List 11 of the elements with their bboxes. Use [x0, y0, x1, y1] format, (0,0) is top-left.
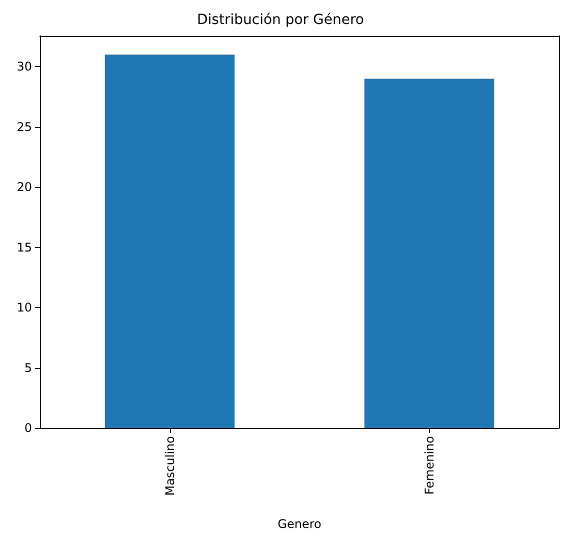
y-tick-label: 10 [16, 300, 32, 315]
y-tick-label: 5 [24, 360, 32, 375]
y-tick-label: 30 [16, 60, 32, 74]
chart-title: Distribución por Género [197, 12, 364, 28]
y-tick-label: 0 [24, 421, 32, 435]
y-tick-label: 20 [16, 180, 32, 194]
x-axis-title: Genero [278, 517, 322, 531]
y-tick-label: 25 [16, 120, 32, 134]
x-tick-label: Masculino [162, 436, 177, 496]
x-tick-label: Femenino [422, 436, 436, 495]
y-tick-label: 15 [16, 240, 32, 254]
